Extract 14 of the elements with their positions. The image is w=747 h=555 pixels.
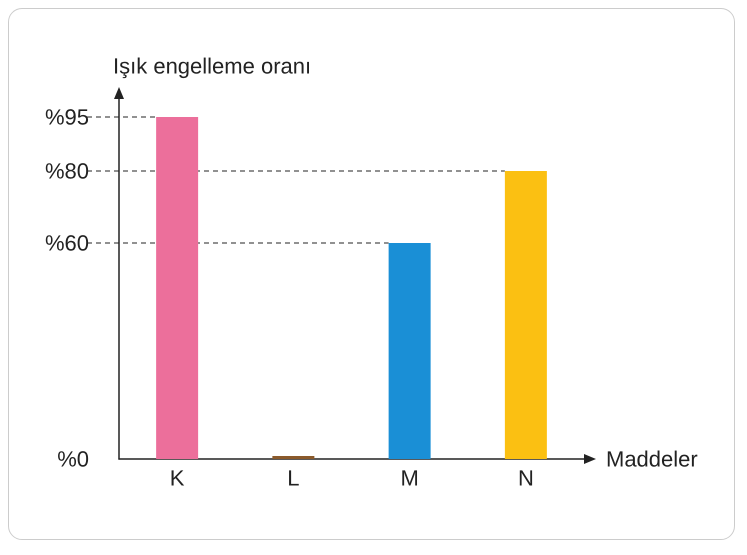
x-axis-title: Maddeler <box>606 446 698 472</box>
y-tick-label: %80 <box>44 158 89 184</box>
bar <box>504 171 547 459</box>
x-tick-label: K <box>170 466 185 490</box>
y-tick-label: %60 <box>44 230 89 256</box>
y-tick-label: %0 <box>57 446 89 472</box>
y-axis-title: Işık engelleme oranı <box>113 54 312 78</box>
x-tick-label: M <box>400 466 419 490</box>
x-tick-label: L <box>287 466 300 490</box>
x-tick-label: N <box>518 466 534 490</box>
bar <box>272 456 314 459</box>
y-tick-label: %95 <box>44 104 89 130</box>
bar <box>156 117 198 459</box>
bar <box>388 243 431 459</box>
